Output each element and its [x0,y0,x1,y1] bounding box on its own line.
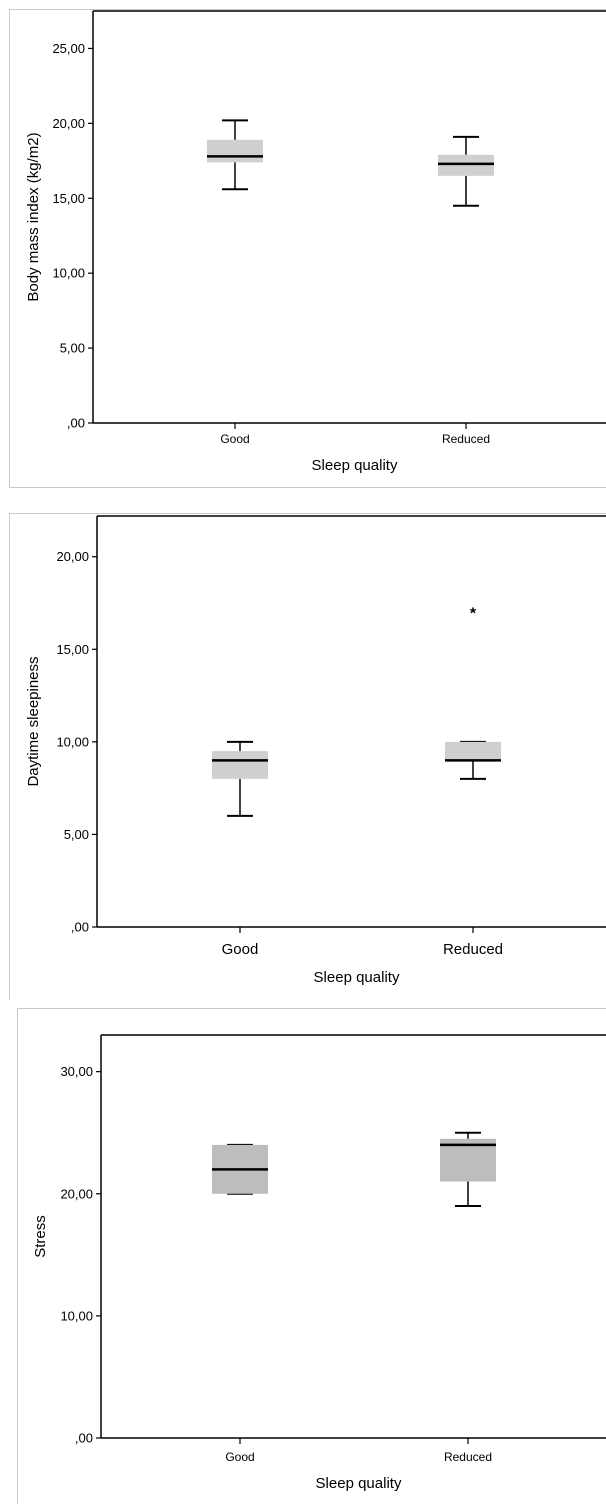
y-tick-label: ,00 [71,920,89,935]
x-tick-label: Good [220,432,249,446]
x-axis-title: Sleep quality [314,969,400,986]
iqr-box [445,741,501,761]
daytime-sleepiness-boxplot-chart: ,00 5,00 10,00 15,00 20,00 Good Reduced Sleep q… [9,513,606,1000]
panel-frame [9,513,606,1000]
panel-frame [9,9,606,488]
y-tick-label: 10,00 [56,734,89,749]
y-tick-label: 5,00 [64,827,89,842]
x-tick-label: Reduced [444,1450,492,1464]
x-axis-title: Sleep quality [312,457,398,474]
y-axis-title: Daytime sleepiness [25,656,42,786]
iqr-box [207,139,263,163]
bmi-boxplot-panel: ,00 5,00 10,00 15,00 20,00 25,00 Good Reduced Sl… [0,0,606,496]
y-axis-title: Body mass index (kg/m2) [25,132,42,301]
iqr-box [438,154,494,176]
y-tick-label: 10,00 [60,1308,93,1323]
y-tick-label: 30,00 [60,1064,93,1079]
y-tick-label: 20,00 [52,116,85,131]
y-tick-label: ,00 [67,416,85,431]
y-tick-label: 15,00 [56,642,89,657]
bmi-boxplot-chart: ,00 5,00 10,00 15,00 20,00 25,00 Good Reduced Sl… [9,9,606,488]
y-tick-label: 20,00 [60,1186,93,1201]
y-tick-label: 20,00 [56,549,89,564]
y-tick-label: ,00 [75,1431,93,1446]
x-axis-title: Sleep quality [316,1475,402,1492]
x-tick-label: Good [222,941,259,958]
x-tick-label: Good [225,1450,254,1464]
y-axis-title: Stress [32,1215,49,1258]
outlier-marker: * [470,605,477,622]
y-tick-label: 10,00 [52,266,85,281]
y-tick-label: 5,00 [60,341,85,356]
stress-boxplot-chart: ,00 10,00 20,00 30,00 Good Reduced Sleep quali… [17,1008,606,1504]
iqr-box [212,751,268,779]
daytime-sleepiness-boxplot-panel: ,00 5,00 10,00 15,00 20,00 Good Reduced Sleep q… [0,504,606,1000]
stress-boxplot-panel: ,00 10,00 20,00 30,00 Good Reduced Sleep quali… [0,1008,606,1504]
y-tick-label: 25,00 [52,41,85,56]
x-tick-label: Reduced [442,432,490,446]
x-tick-label: Reduced [443,941,503,958]
y-tick-label: 15,00 [52,191,85,206]
panel-frame [17,1008,606,1504]
